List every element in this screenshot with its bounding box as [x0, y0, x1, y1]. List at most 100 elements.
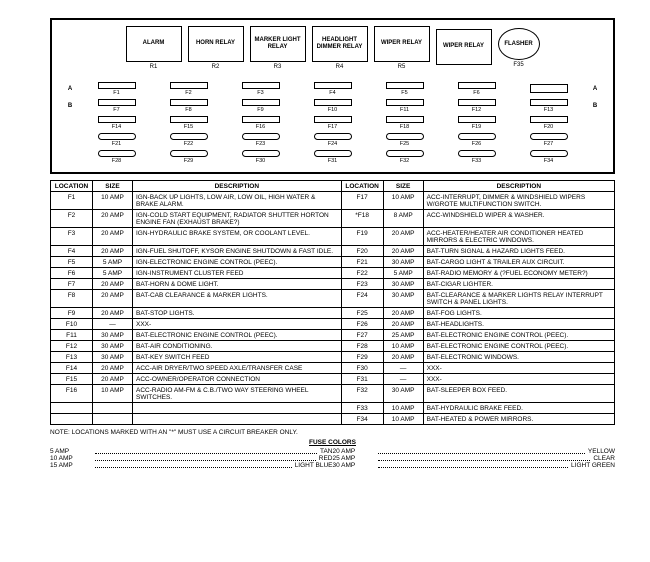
cell-description: BAT-HEATED & POWER MIRRORS.	[423, 414, 614, 425]
cell-description: BAT-ELECTRONIC ENGINE CONTROL (PEEC).	[423, 341, 614, 352]
fuse-slot: F2	[155, 82, 222, 96]
fuse-shape	[242, 116, 280, 123]
fuse-slot: F27	[515, 133, 582, 147]
table-header-row: LOCATION SIZE DESCRIPTION LOCATION SIZE …	[51, 181, 615, 192]
fuse-slot: F18	[371, 116, 438, 130]
fuse-shape	[314, 82, 352, 89]
table-row: F1230 AMPBAT-AIR CONDITIONING.F2810 AMPB…	[51, 341, 615, 352]
cell-size: 25 AMP	[383, 330, 423, 341]
table-row: F320 AMPIGN-HYDRAULIC BRAKE SYSTEM, OR C…	[51, 228, 615, 246]
fuse-panel-diagram: ALARMR1HORN RELAYR2MARKER LIGHT RELAYR3H…	[50, 18, 615, 174]
table-row: F3310 AMPBAT-HYDRAULIC BRAKE FEED.	[51, 403, 615, 414]
cell-location: F3	[51, 228, 93, 246]
fuse-slot: F29	[155, 150, 222, 164]
cell-location: F19	[341, 228, 383, 246]
fuse-label: F16	[256, 124, 265, 130]
fuse-slot: F24	[299, 133, 366, 147]
fuse-label: F6	[473, 90, 479, 96]
color-name: CLEAR	[593, 455, 615, 462]
cell-description: IGN-FUEL SHUTOFF, KYSOR ENGINE SHUTDOWN …	[133, 246, 342, 257]
relay-box: HORN RELAY	[188, 26, 244, 62]
fuse-label: F11	[400, 107, 409, 113]
fuse-label: F14	[112, 124, 121, 130]
cell-description: IGN-HYDRAULIC BRAKE SYSTEM, OR COOLANT L…	[133, 228, 342, 246]
flasher-id: F35	[513, 62, 523, 68]
cell-description: BAT-RADIO MEMORY & (?FUEL ECONOMY METER?…	[423, 268, 614, 279]
fuse-slot: F30	[227, 150, 294, 164]
cell-size	[93, 414, 133, 425]
cell-location: F20	[341, 246, 383, 257]
relay-slot: MARKER LIGHT RELAYR3	[250, 26, 306, 70]
cell-location: F30	[341, 363, 383, 374]
fuse-shape	[530, 150, 568, 157]
cell-size: 20 AMP	[93, 210, 133, 228]
fuse-label: F13	[544, 107, 553, 113]
color-amp: 20 AMP	[333, 448, 375, 455]
fuse-shape	[458, 82, 496, 89]
cell-size: —	[383, 374, 423, 385]
row-side-label: B	[587, 103, 603, 109]
cell-location: F25	[341, 308, 383, 319]
cell-description: IGN-COLD START EQUIPMENT, RADIATOR SHUTT…	[133, 210, 342, 228]
cell-description: BAT-STOP LIGHTS.	[133, 308, 342, 319]
relay-slot: WIPER RELAY R5	[374, 26, 430, 70]
cell-description: BAT-ELECTRONIC WINDOWS.	[423, 352, 614, 363]
cell-size: 20 AMP	[93, 290, 133, 308]
cell-size: 30 AMP	[93, 352, 133, 363]
fuse-slot: F17	[299, 116, 366, 130]
color-amp: 10 AMP	[50, 455, 92, 462]
fuse-slot: F5	[371, 82, 438, 96]
color-amp: 5 AMP	[50, 448, 92, 455]
fuse-slot: F8	[155, 99, 222, 113]
relay-slot: HEADLIGHT DIMMER RELAYR4	[312, 26, 368, 70]
fuse-shape	[98, 116, 136, 123]
col-description: DESCRIPTION	[423, 181, 614, 192]
dotted-leader	[378, 462, 569, 468]
fuse-label: F22	[184, 141, 193, 147]
fuse-color-entry: 25 AMPCLEAR	[333, 455, 616, 462]
fuse-shape	[242, 82, 280, 89]
fuse-slot: F1	[83, 82, 150, 96]
cell-size: 5 AMP	[383, 268, 423, 279]
fuse-slot: F32	[371, 150, 438, 164]
cell-description: BAT-AIR CONDITIONING.	[133, 341, 342, 352]
table-row: F110 AMPIGN-BACK UP LIGHTS, LOW AIR, LOW…	[51, 192, 615, 210]
fuse-label: F4	[329, 90, 335, 96]
fuse-slot: F16	[227, 116, 294, 130]
cell-description: BAT-KEY SWITCH FEED	[133, 352, 342, 363]
fuse-label: F33	[472, 158, 481, 164]
relay-id: R5	[398, 64, 406, 70]
relay-slot: HORN RELAY R2	[188, 26, 244, 70]
fuse-shape	[314, 150, 352, 157]
table-row: F65 AMPIGN-INSTRUMENT CLUSTER FEEDF225 A…	[51, 268, 615, 279]
fuse-label: F26	[472, 141, 481, 147]
fuse-shape	[458, 116, 496, 123]
table-row: F1610 AMPACC-RADIO AM-FM & C.B./TWO WAY …	[51, 385, 615, 403]
relay-id: R2	[212, 64, 220, 70]
cell-description: BAT-HORN & DOME LIGHT.	[133, 279, 342, 290]
relay-row: ALARMR1HORN RELAYR2MARKER LIGHT RELAYR3H…	[58, 26, 607, 70]
relay-box: WIPER RELAY	[374, 26, 430, 62]
fuse-slot: F21	[83, 133, 150, 147]
cell-description: BAT-CLEARANCE & MARKER LIGHTS RELAY INTE…	[423, 290, 614, 308]
cell-description: ACC-WINDSHIELD WIPER & WASHER.	[423, 210, 614, 228]
fuse-description-table: LOCATION SIZE DESCRIPTION LOCATION SIZE …	[50, 180, 615, 425]
fuse-slot: F19	[443, 116, 510, 130]
cell-location: F23	[341, 279, 383, 290]
cell-size: 10 AMP	[383, 414, 423, 425]
relay-slot: WIPER RELAY	[436, 29, 492, 67]
table-row: F720 AMPBAT-HORN & DOME LIGHT.F2330 AMPB…	[51, 279, 615, 290]
cell-size: 20 AMP	[93, 228, 133, 246]
fuse-slot: F25	[371, 133, 438, 147]
fuse-label: F25	[400, 141, 409, 147]
cell-description: IGN-INSTRUMENT CLUSTER FEED	[133, 268, 342, 279]
cell-description: ACC-AIR DRYER/TWO SPEED AXLE/TRANSFER CA…	[133, 363, 342, 374]
fuse-shape	[458, 150, 496, 157]
cell-description: BAT-HYDRAULIC BRAKE FEED.	[423, 403, 614, 414]
fuse-shape	[314, 99, 352, 106]
dotted-leader	[378, 448, 585, 454]
footnote: NOTE: LOCATIONS MARKED WITH AN "*" MUST …	[50, 429, 615, 436]
fuse-label: F9	[257, 107, 263, 113]
fuse-color-entry: 5 AMPTAN	[50, 448, 333, 455]
cell-size: 20 AMP	[383, 308, 423, 319]
